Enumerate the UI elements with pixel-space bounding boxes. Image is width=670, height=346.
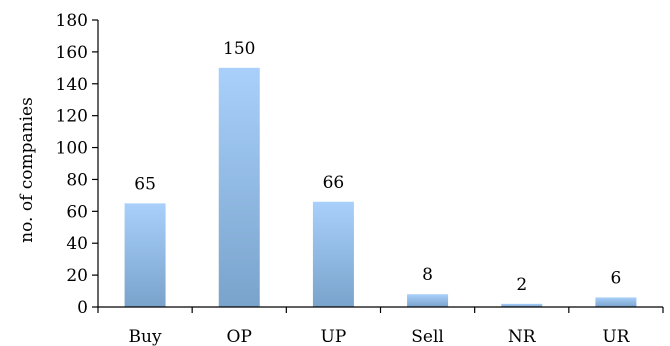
data-label-op: 150 — [223, 39, 255, 59]
y-tick-label: 180 — [56, 11, 88, 31]
category-label-op: OP — [227, 327, 252, 346]
y-tick-label: 120 — [56, 107, 88, 127]
category-label-ur: UR — [602, 327, 630, 346]
y-tick-label: 0 — [77, 298, 88, 318]
y-tick-label: 40 — [66, 234, 88, 254]
bar-sell — [407, 294, 449, 307]
data-label-ur: 6 — [611, 268, 622, 288]
category-label-buy: Buy — [129, 327, 162, 346]
bar-nr — [501, 303, 543, 307]
data-label-up: 66 — [323, 173, 345, 193]
y-axis-title: no. of companies — [17, 97, 37, 243]
data-label-sell: 8 — [422, 265, 433, 285]
category-label-sell: Sell — [411, 327, 444, 346]
y-tick-label: 140 — [56, 75, 88, 95]
bar-op — [218, 67, 260, 307]
y-tick-label: 20 — [66, 266, 88, 286]
data-label-nr: 2 — [516, 275, 527, 295]
data-label-buy: 65 — [134, 174, 156, 194]
y-tick-label: 100 — [56, 139, 88, 159]
y-tick-label: 80 — [66, 170, 88, 190]
bar-up — [312, 201, 354, 307]
category-label-nr: NR — [508, 327, 537, 346]
y-tick-label: 60 — [66, 202, 88, 222]
bar-ur — [595, 297, 637, 307]
bar-buy — [124, 203, 166, 307]
y-tick-label: 160 — [56, 43, 88, 63]
category-label-up: UP — [321, 327, 347, 346]
